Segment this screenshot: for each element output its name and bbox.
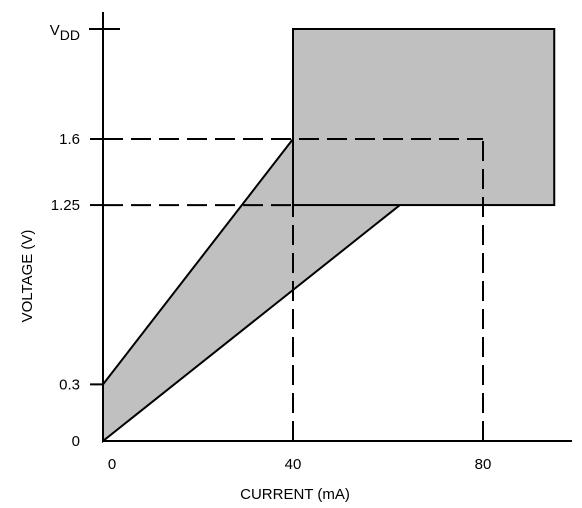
guides-layer	[103, 138, 484, 441]
y-axis-title: VOLTAGE (V)	[19, 230, 36, 323]
x-tick-label-1: 40	[285, 456, 302, 473]
shaded-region-1	[292, 28, 556, 207]
vdd-label: VDD	[50, 22, 80, 43]
axes-layer	[89, 12, 572, 442]
x-axis-title: CURRENT (mA)	[240, 486, 350, 503]
vdd-label-subscript: DD	[60, 27, 80, 43]
vdd-label-main: V	[50, 22, 60, 39]
x-tick-label-0: 0	[108, 456, 116, 473]
x-tick-label-2: 80	[475, 456, 492, 473]
regions-layer	[102, 28, 556, 444]
ticks-layer: 0 0.3 1.25 1.6 0 40 80	[51, 131, 492, 473]
labels-layer: VDD CURRENT (mA) VOLTAGE (V)	[19, 22, 350, 503]
y-tick-label-0: 0	[72, 433, 80, 450]
y-tick-label-2: 1.25	[51, 197, 80, 214]
y-tick-label-1: 0.3	[59, 376, 80, 393]
y-tick-label-3: 1.6	[59, 131, 80, 148]
